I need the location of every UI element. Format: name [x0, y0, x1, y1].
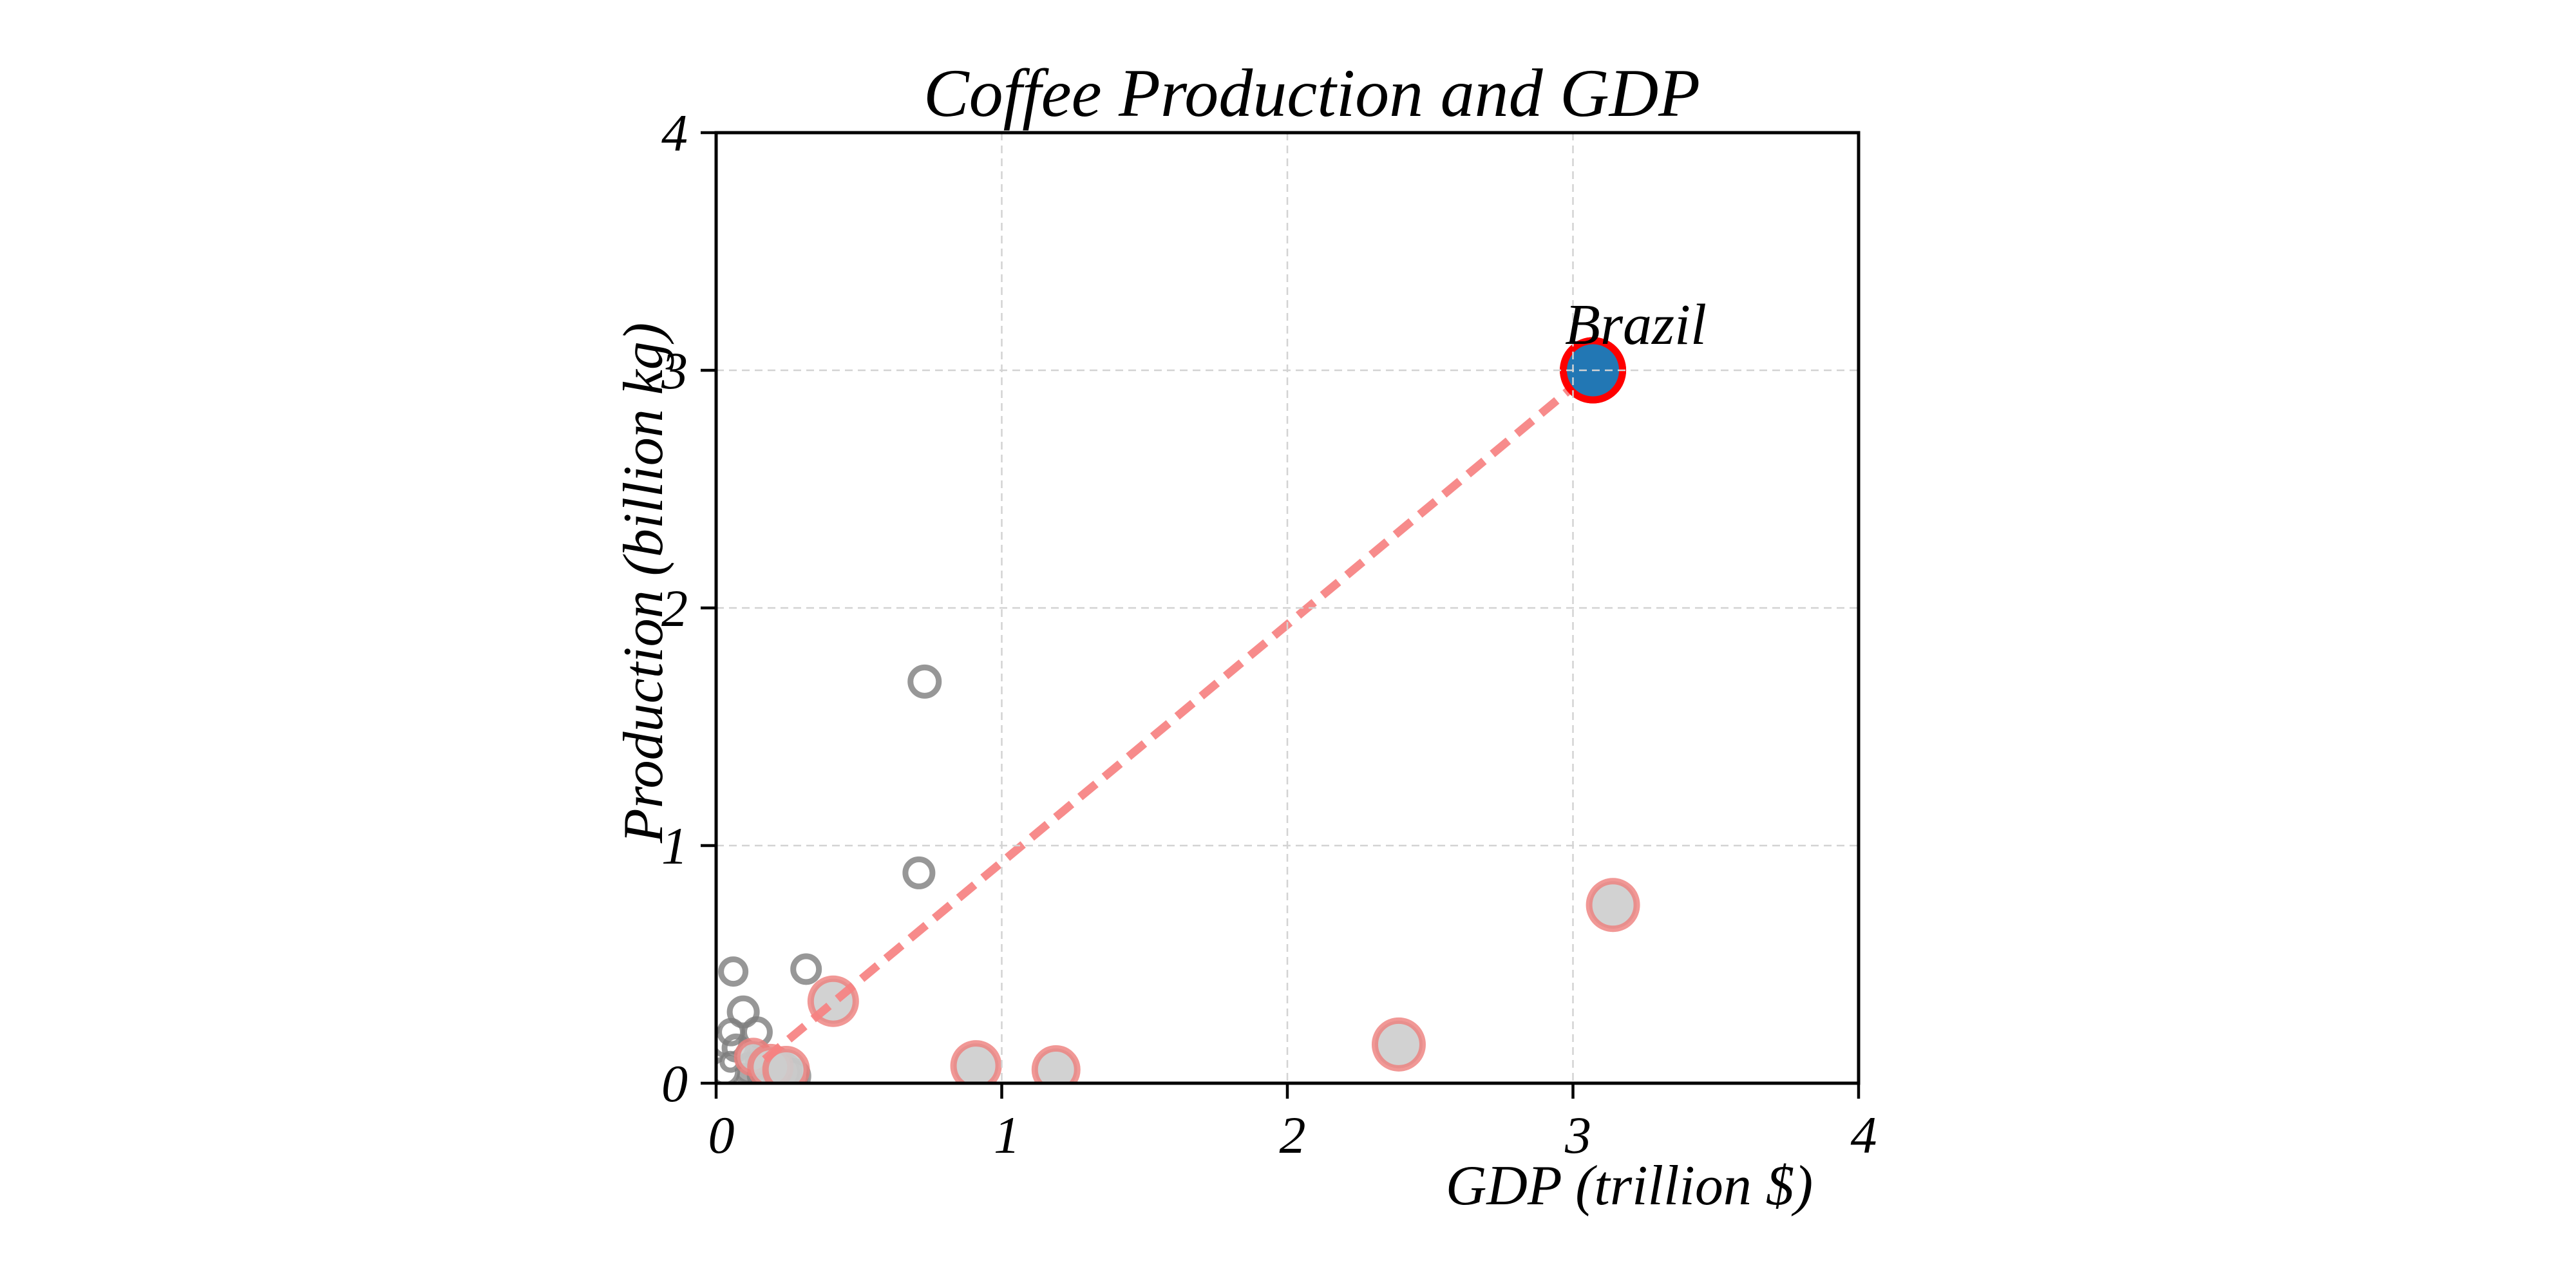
x-tick-label: 3 — [1564, 1106, 1591, 1164]
point-annotation-brazil: Brazil — [1564, 293, 1707, 357]
trend-line — [762, 367, 1596, 1063]
data-point-red-edged-bubbles — [1031, 1045, 1081, 1083]
chart-title: Coffee Production and GDP — [923, 55, 1701, 131]
data-point-gray-open-bubbles — [907, 664, 942, 699]
x-axis-label: GDP (trillion $) — [1445, 1155, 1814, 1217]
y-axis-label: Production (billion kg) — [612, 322, 675, 844]
data-point-red-edged-bubbles — [950, 1040, 1002, 1083]
x-tick-label: 0 — [708, 1106, 735, 1164]
x-tick-label: 1 — [994, 1106, 1020, 1164]
x-tick-label: 2 — [1280, 1106, 1306, 1164]
data-point-gray-open-bubbles — [718, 956, 749, 987]
data-point-red-edged-bubbles — [1371, 1017, 1426, 1072]
data-point-red-edged-bubbles — [1586, 878, 1640, 933]
y-tick-label: 2 — [661, 579, 688, 638]
y-tick-label: 0 — [661, 1054, 688, 1113]
y-tick-label: 3 — [661, 341, 688, 400]
y-tick-label: 4 — [661, 104, 688, 162]
data-point-gray-open-bubbles — [902, 856, 936, 889]
y-tick-label: 1 — [661, 817, 688, 875]
data-point-red-edged-bubbles — [762, 1045, 810, 1083]
data-point-gray-open-bubbles — [790, 953, 822, 985]
x-tick-label: 4 — [1851, 1106, 1877, 1164]
